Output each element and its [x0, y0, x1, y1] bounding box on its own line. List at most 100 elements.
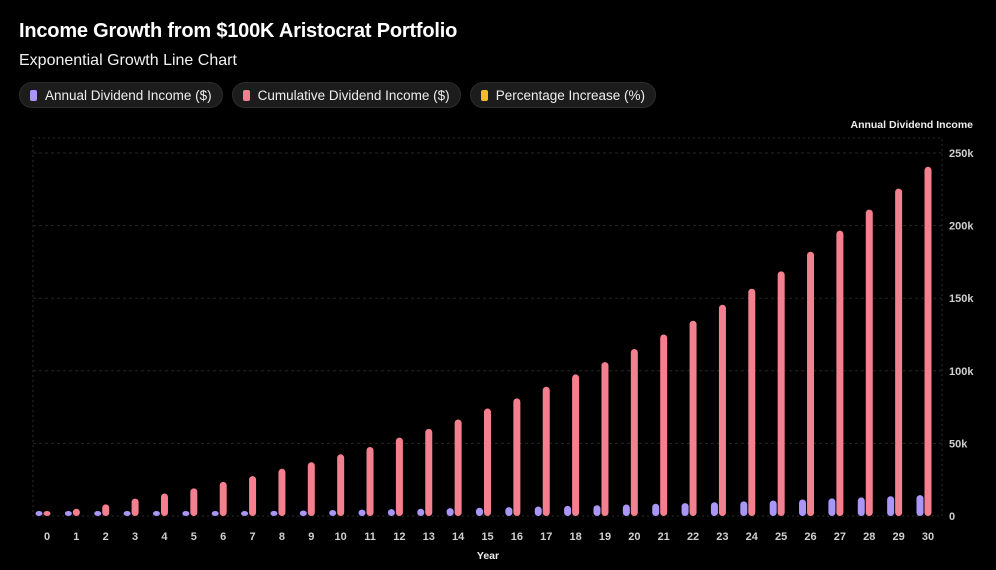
legend-label: Cumulative Dividend Income ($) [257, 87, 450, 103]
annual-bar [211, 511, 219, 516]
annual-bar [887, 496, 895, 516]
annual-bar [152, 511, 160, 516]
y-tick-label: 0 [949, 511, 955, 523]
cumulative-bar [865, 209, 873, 517]
x-tick-label: 24 [746, 531, 759, 543]
cumulative-bar [219, 481, 227, 516]
y-tick-label: 150k [949, 293, 974, 305]
cumulative-bar [72, 508, 80, 516]
cumulative-bar [425, 428, 433, 516]
cumulative-bar [278, 468, 286, 516]
x-tick-label: 25 [775, 531, 787, 543]
x-tick-label: 18 [569, 531, 581, 543]
annual-bar [64, 511, 72, 516]
cumulative-bar [307, 462, 315, 516]
x-tick-label: 15 [481, 531, 493, 543]
x-tick-label: 17 [540, 531, 552, 543]
y-tick-label: 250k [949, 148, 974, 160]
annual-bar [622, 504, 630, 516]
annual-bar [652, 503, 660, 516]
y-tick-label: 50k [949, 438, 968, 450]
x-tick-label: 30 [922, 531, 934, 543]
cumulative-bar [395, 437, 403, 516]
annual-bar [857, 497, 865, 516]
cumulative-bar [160, 493, 168, 516]
x-tick-label: 14 [452, 531, 465, 543]
x-tick-label: 8 [279, 531, 285, 543]
annual-bar [299, 510, 307, 516]
legend-item-percentage[interactable]: Percentage Increase (%) [469, 82, 657, 108]
annual-bar [358, 509, 366, 516]
x-tick-label: 4 [161, 531, 168, 543]
x-tick-label: 29 [893, 531, 905, 543]
cumulative-bar [513, 398, 521, 516]
annual-bar [476, 507, 483, 516]
x-tick-label: 16 [511, 531, 523, 543]
x-tick-label: 10 [335, 531, 347, 543]
annual-bar [769, 500, 777, 516]
x-tick-label: 6 [220, 531, 226, 543]
legend-item-annual[interactable]: Annual Dividend Income ($) [19, 82, 223, 108]
legend-swatch-cumulative [242, 89, 250, 101]
cumulative-bar [190, 488, 198, 516]
annual-bar [564, 505, 572, 516]
x-tick-label: 3 [132, 531, 138, 543]
x-tick-label: 1 [73, 531, 79, 543]
cumulative-bar [630, 349, 638, 516]
x-tick-label: 28 [863, 531, 875, 543]
annual-bar [710, 502, 718, 516]
cumulative-bar [660, 334, 668, 516]
x-tick-label: 23 [716, 531, 728, 543]
y-axis-label: Annual Dividend Income [850, 119, 973, 131]
annual-bar [417, 508, 425, 516]
legend-label: Annual Dividend Income ($) [45, 87, 212, 103]
x-tick-label: 12 [393, 531, 405, 543]
legend-item-cumulative[interactable]: Cumulative Dividend Income ($) [231, 82, 461, 108]
cumulative-bar [572, 374, 580, 516]
annual-bar [799, 499, 807, 516]
x-tick-label: 11 [364, 531, 376, 543]
x-tick-label: 9 [308, 531, 314, 543]
annual-bar [446, 508, 454, 516]
annual-bar [387, 509, 395, 516]
annual-bar [593, 505, 601, 516]
x-tick-label: 20 [628, 531, 640, 543]
x-tick-label: 0 [44, 531, 50, 543]
annual-bar [270, 510, 278, 516]
annual-bar [241, 511, 249, 516]
cumulative-bar [337, 454, 345, 516]
chart-title: Income Growth from $100K Aristocrat Port… [19, 20, 458, 42]
annual-bar [123, 511, 131, 516]
x-tick-label: 2 [103, 531, 109, 543]
cumulative-bar [43, 511, 51, 516]
annual-bar [505, 507, 513, 516]
cumulative-bar [748, 288, 756, 516]
annual-bar [740, 501, 748, 516]
legend: Annual Dividend Income ($) Cumulative Di… [19, 82, 657, 108]
x-tick-label: 22 [687, 531, 699, 543]
annual-bar [182, 511, 190, 516]
cumulative-bar [689, 320, 697, 516]
cumulative-bar [366, 447, 374, 516]
x-tick-label: 21 [658, 531, 670, 543]
legend-label: Percentage Increase (%) [495, 87, 646, 103]
cumulative-bar [102, 504, 110, 516]
x-tick-label: 7 [250, 531, 256, 543]
cumulative-bar [131, 498, 139, 516]
x-tick-label: 13 [423, 531, 435, 543]
annual-bar [828, 498, 836, 516]
annual-bar [681, 503, 689, 516]
x-tick-label: 5 [191, 531, 197, 543]
legend-swatch-percentage [480, 89, 488, 101]
cumulative-bar [718, 304, 726, 516]
cumulative-bar [454, 419, 462, 516]
x-tick-label: 27 [834, 531, 846, 543]
chart-subtitle: Exponential Growth Line Chart [19, 52, 237, 69]
x-axis-label: Year [477, 550, 499, 562]
annual-bar [916, 495, 924, 516]
cumulative-bar [836, 230, 844, 516]
cumulative-bar [807, 251, 815, 516]
cumulative-bar [895, 188, 903, 516]
cumulative-bar [777, 271, 785, 516]
